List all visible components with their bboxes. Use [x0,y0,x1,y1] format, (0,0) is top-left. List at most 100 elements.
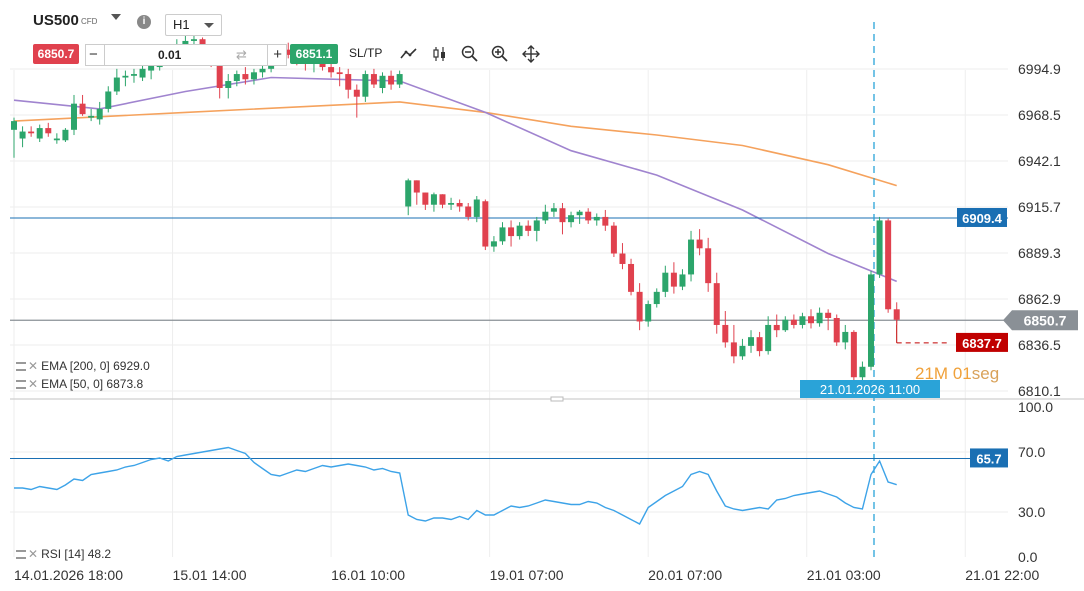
y-tick-label: 6810.1 [1018,383,1061,399]
timeframe-select[interactable]: H1 [165,14,222,36]
candle-body [19,131,26,139]
close-icon[interactable]: ✕ [28,377,39,391]
candle-body [413,180,420,193]
y-tick-label: 6889.3 [1018,245,1061,261]
symbol-type: CFD [81,17,98,26]
candle-body [765,324,772,352]
increase-quantity-button[interactable]: + [273,46,282,63]
pending-order-tag: 6837.7 [962,336,1002,351]
candle-body [62,129,69,141]
info-icon[interactable]: i [137,15,151,29]
candle-body [773,324,780,331]
candle-body [353,89,360,97]
candle-body [833,317,840,343]
quantity-stepper[interactable]: − 0.01 ⇄ + [85,44,287,66]
ema200-line [13,101,897,187]
candle-body [53,138,60,141]
candle-body [328,67,335,73]
close-icon[interactable]: ✕ [28,547,39,561]
candle-body [233,74,240,82]
symbol-dropdown-icon[interactable] [111,14,121,20]
timeframe-value: H1 [173,17,190,32]
zoom-out-icon[interactable] [460,44,480,64]
settings-icon[interactable] [16,550,26,560]
candle-body [705,248,712,284]
candle-body [422,192,429,205]
candle-body [713,283,720,325]
candle-body [816,312,823,324]
ema50-legend[interactable]: ✕ EMA [50, 0] 6873.8 [16,377,143,391]
close-icon[interactable]: ✕ [28,359,39,373]
candle-body [499,227,506,242]
x-tick-label: 19.01 07:00 [490,567,564,583]
candle-body [619,253,626,264]
candle-body [893,309,900,320]
sltp-button[interactable]: SL/TP [349,46,383,60]
sell-button[interactable]: 6850.7 [33,44,79,64]
rsi-label: RSI [14] 48.2 [41,547,112,561]
candle-body [739,345,746,357]
decrease-quantity-button[interactable]: − [89,46,98,63]
panel-resize-handle [550,396,564,402]
candle-body [139,68,146,78]
candle-body [808,316,815,324]
candle-body [593,216,600,221]
rsi-line [14,446,897,525]
candle-body [670,272,677,287]
settings-icon[interactable] [16,362,26,372]
candle-body [482,201,489,247]
divider [104,45,105,65]
price-levels [10,22,1008,557]
current-price-tag-bg [1003,310,1078,331]
candle-body [653,291,660,305]
candle-body [559,208,566,223]
candle-body [876,220,883,275]
candlestick-icon[interactable] [430,44,450,64]
symbol-name[interactable]: US500 [33,12,79,29]
candle-countdown: 21M 01seg [915,364,999,384]
candle-body [36,128,43,139]
candle-body [568,215,575,223]
crosshair-date-label: 21.01.2026 11:00 [820,382,920,397]
candles[interactable] [11,33,900,383]
ema200-legend[interactable]: ✕ EMA [200, 0] 6929.0 [16,359,150,373]
candle-body [542,211,549,221]
candle-body [473,199,480,217]
rsi-legend[interactable]: ✕ RSI [14] 48.2 [16,547,111,561]
candle-body [645,304,652,322]
quantity-value[interactable]: 0.01 [158,48,182,62]
candle-body [113,77,120,92]
moving-averages [13,76,898,283]
candle-body [182,40,189,45]
candle-body [790,319,797,325]
chart-grid [10,68,1084,557]
candle-body [782,319,789,331]
swap-icon[interactable]: ⇄ [236,47,247,62]
price-tags: 6909.4 6850.7 6837.7 65.7 21.01.2026 11:00 [800,207,1078,468]
candle-body [799,316,806,325]
move-icon[interactable] [521,44,541,64]
chart-toolbar: US500 CFD i H1 6850.7 − 0.01 ⇄ + 6851.1 … [0,0,1084,70]
candle-body [696,239,703,249]
candle-body [850,331,857,378]
buy-button[interactable]: 6851.1 [290,44,338,64]
candle-body [688,239,695,275]
candle-body [96,108,103,120]
current-price-tag: 6850.7 [1024,312,1067,328]
candle-body [859,366,866,378]
candle-body [439,194,446,205]
candle-body [70,103,77,130]
line-chart-icon[interactable] [399,44,419,64]
candle-body [285,49,292,55]
chevron-down-icon [204,23,214,28]
zoom-in-icon[interactable] [490,44,510,64]
candle-body [122,75,129,78]
rsi-tick-label: 30.0 [1018,504,1045,520]
candle-body [216,63,223,88]
candle-body [370,74,377,85]
ema50-line [13,76,898,283]
candle-body [730,342,737,357]
candle-body [465,206,472,217]
settings-icon[interactable] [16,380,26,390]
